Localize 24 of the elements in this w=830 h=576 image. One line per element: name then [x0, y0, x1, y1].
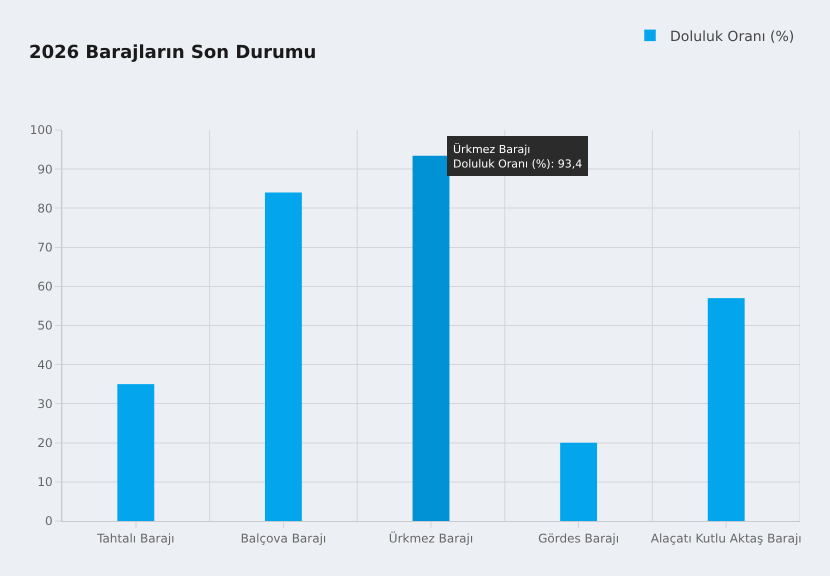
y-tick-label: 50	[37, 318, 53, 333]
y-tick-label: 70	[37, 240, 53, 254]
x-tick-label: Balçova Barajı	[240, 531, 326, 546]
x-tick-label: Ürkmez Barajı	[388, 531, 474, 546]
y-tick-label: 20	[37, 436, 53, 450]
legend-label: Doluluk Oranı (%)	[670, 28, 794, 45]
x-tick-label: Gördes Barajı	[538, 531, 620, 546]
y-tick-label: 40	[37, 358, 53, 372]
bar	[264, 192, 302, 521]
bar	[117, 384, 154, 521]
x-tick-label: Alaçatı Kutlu Aktaş Barajı	[650, 531, 802, 546]
y-tick-label: 60	[37, 280, 53, 294]
x-tick-label: Tahtalı Barajı	[96, 531, 174, 546]
y-tick-label: 30	[37, 396, 53, 411]
annotation: Ürkmez Barajı Doluluk Oranı (%): 93,4	[453, 142, 582, 170]
bar	[560, 442, 598, 521]
bar	[708, 298, 745, 521]
y-tick-label: 80	[37, 201, 53, 216]
y-tick-label: 10	[37, 475, 53, 490]
y-tick-label: 90	[37, 162, 53, 176]
bar	[412, 156, 450, 521]
chart-title: 2026 Barajların Son Durumu	[29, 42, 316, 64]
y-tick-label: 100	[30, 123, 53, 138]
y-tick-label: 0	[44, 514, 53, 528]
